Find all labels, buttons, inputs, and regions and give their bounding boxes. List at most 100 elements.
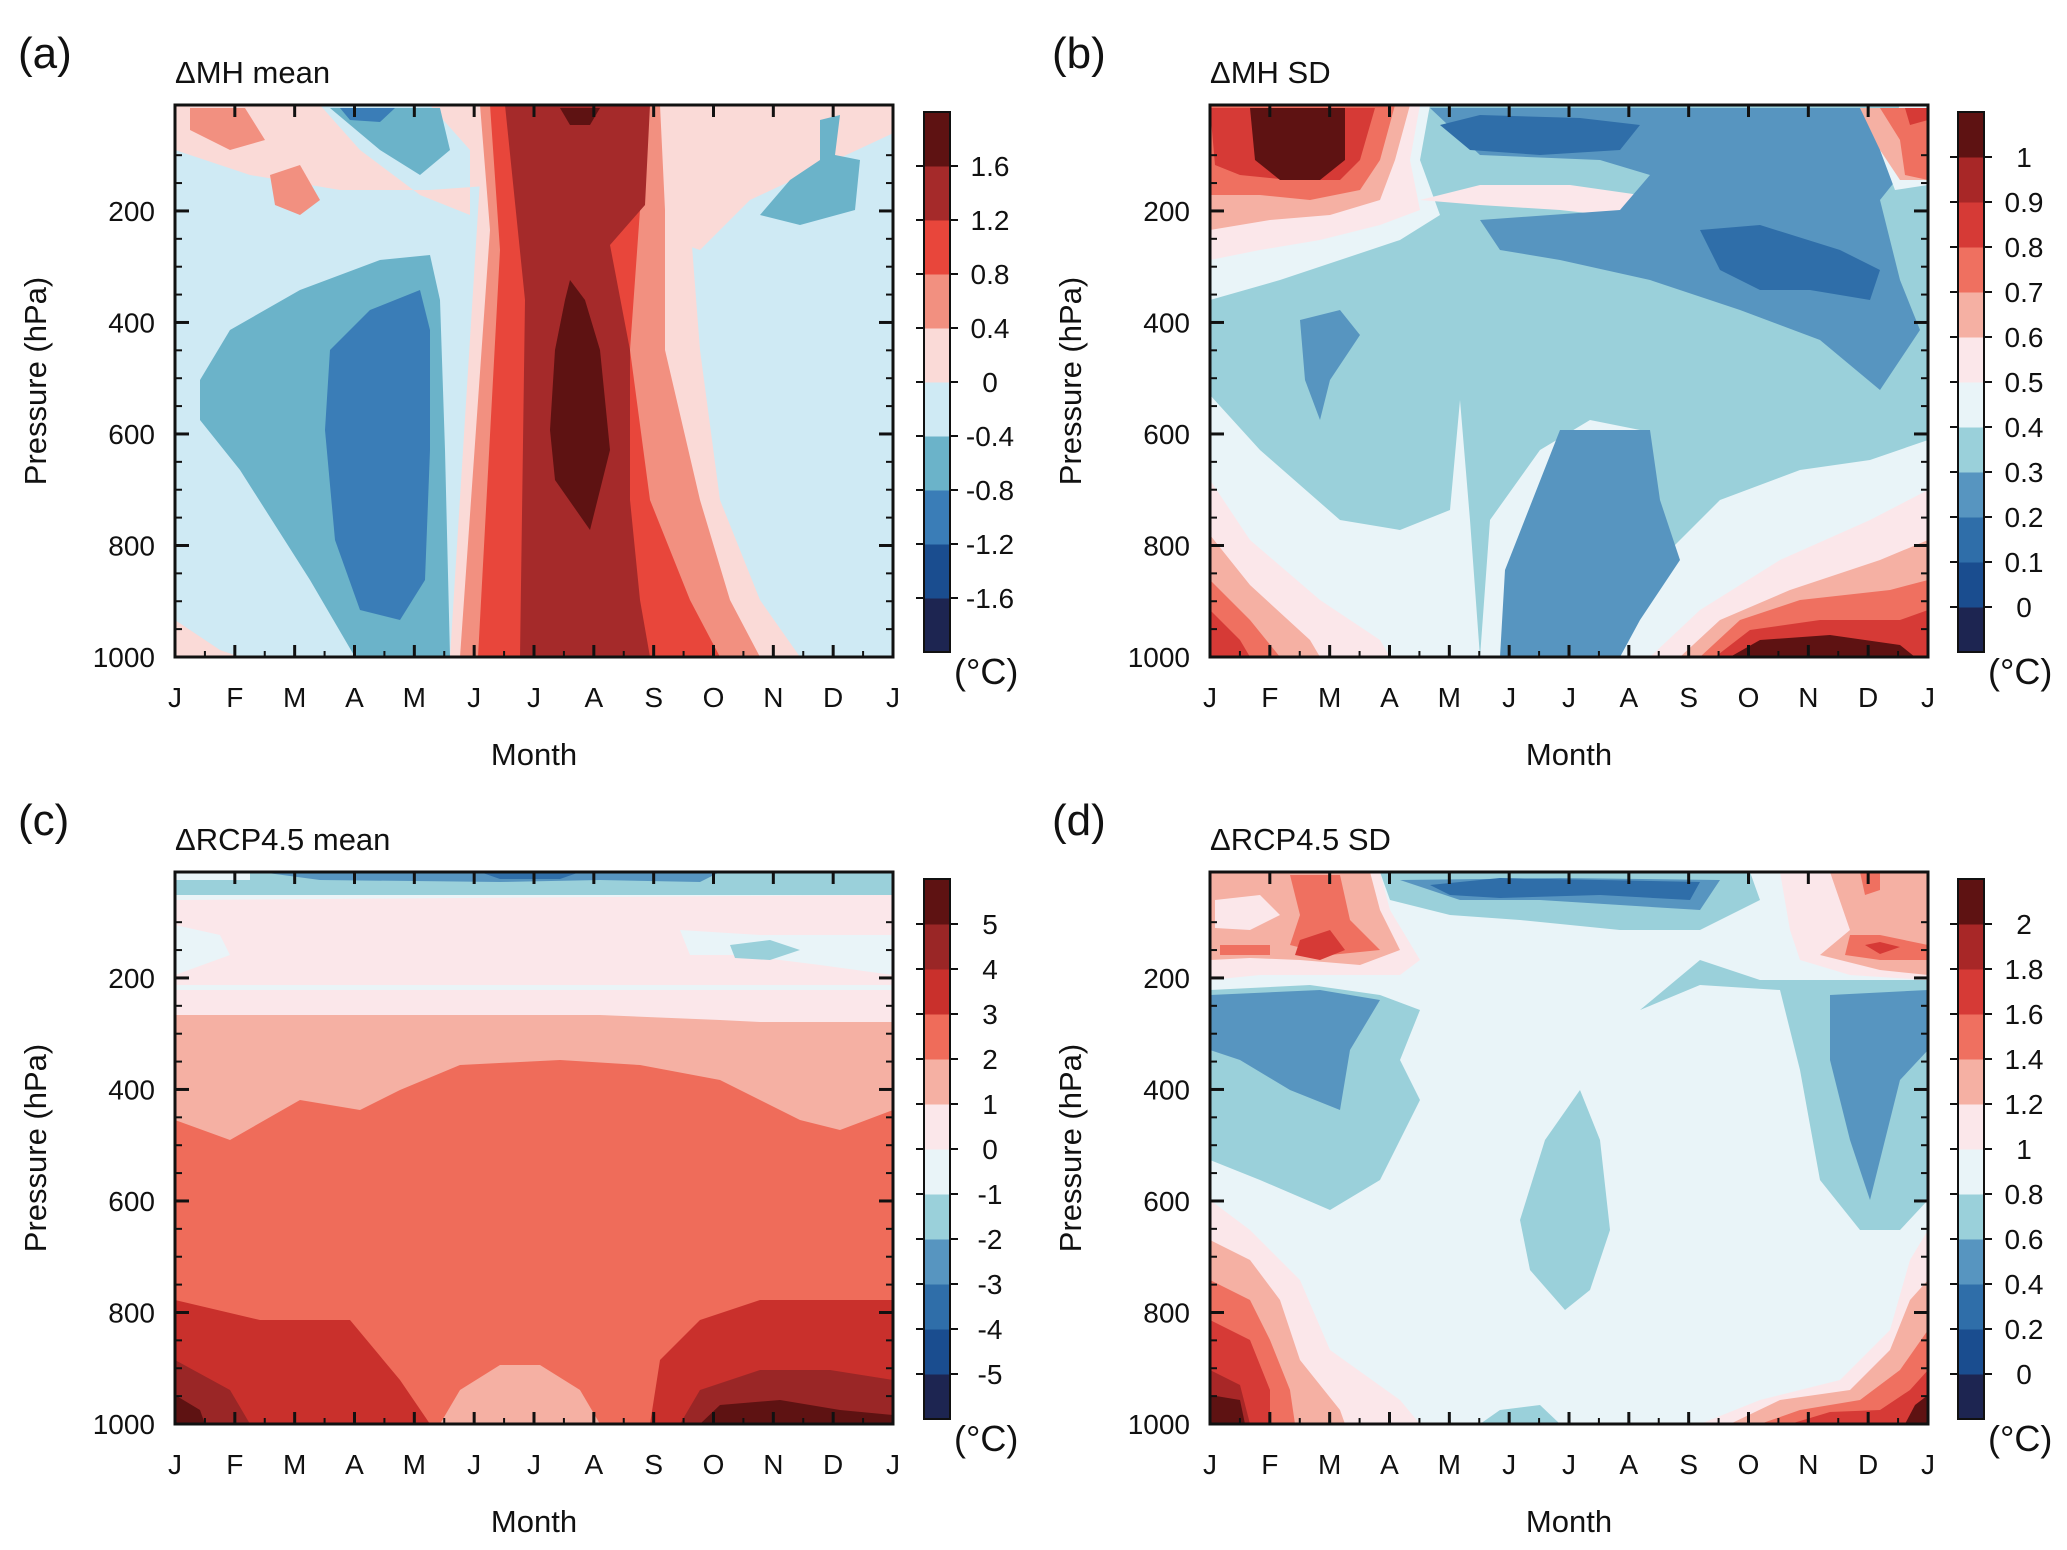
panel-c: J F M A M J J A S O N D J 200 400 600 800 1000 (c) ΔRCP4.… bbox=[18, 796, 1018, 1539]
y-tick-label-c: 800 bbox=[108, 1297, 155, 1328]
y-tick-label-d: 400 bbox=[1143, 1074, 1190, 1105]
colorbar-label-c: 4 bbox=[982, 954, 998, 985]
colorbar-swatch-b bbox=[1958, 112, 1984, 158]
x-tick-label-b: S bbox=[1679, 682, 1698, 713]
x-tick-label-b: M bbox=[1438, 682, 1461, 713]
colorbar-swatch-c bbox=[924, 879, 950, 925]
colorbar-label-b: 0.2 bbox=[2005, 502, 2044, 533]
x-tick-label-c: M bbox=[403, 1449, 426, 1480]
panel-label-a: (a) bbox=[18, 29, 72, 78]
y-tick-label-b: 1000 bbox=[1128, 642, 1190, 673]
colorbar-label-d: 1.2 bbox=[2005, 1089, 2044, 1120]
y-tick-label-a: 1000 bbox=[93, 642, 155, 673]
y-tick-label-b: 800 bbox=[1143, 530, 1190, 561]
colorbar-label-b: 0.4 bbox=[2005, 412, 2044, 443]
colorbar-label-a: -1.6 bbox=[966, 583, 1014, 614]
colorbar-label-d: 1.8 bbox=[2005, 954, 2044, 985]
y-axis-title-c: Pressure (hPa) bbox=[18, 1044, 53, 1252]
panel-title-b: ΔMH SD bbox=[1210, 55, 1331, 90]
colorbar-swatch-b bbox=[1958, 202, 1984, 248]
x-tick-label-c: O bbox=[703, 1449, 725, 1480]
colorbar-swatch-d bbox=[1958, 1329, 1984, 1375]
colorbar-unit-b: (°C) bbox=[1988, 651, 2052, 692]
colorbar-label-c: -4 bbox=[978, 1314, 1003, 1345]
colorbar-swatch-a bbox=[924, 166, 950, 221]
y-axis-title-d: Pressure (hPa) bbox=[1053, 1044, 1088, 1252]
colorbar-swatch-d bbox=[1958, 924, 1984, 970]
x-tick-label-c: S bbox=[644, 1449, 663, 1480]
x-tick-label-a: A bbox=[584, 682, 603, 713]
colorbar-label-a: 1.2 bbox=[971, 205, 1010, 236]
colorbar-label-d: 0.2 bbox=[2005, 1314, 2044, 1345]
colorbar-swatch-d bbox=[1958, 1014, 1984, 1060]
colorbar-swatch-b bbox=[1958, 382, 1984, 428]
x-axis-title-d: Month bbox=[1526, 1504, 1612, 1539]
colorbar-swatch-c bbox=[924, 1284, 950, 1330]
x-tick-label-b: J bbox=[1921, 682, 1935, 713]
colorbar-swatch-c bbox=[924, 1014, 950, 1060]
x-tick-label-a: D bbox=[823, 682, 843, 713]
colorbar-label-d: 1.6 bbox=[2005, 999, 2044, 1030]
x-tick-label-c: A bbox=[345, 1449, 364, 1480]
x-tick-label-b: D bbox=[1858, 682, 1878, 713]
y-tick-label-b: 400 bbox=[1143, 307, 1190, 338]
x-tick-label-b: N bbox=[1798, 682, 1818, 713]
colorbar-swatch-c bbox=[924, 1374, 950, 1420]
colorbar-swatch-d bbox=[1958, 1239, 1984, 1285]
colorbar-swatch-a bbox=[924, 328, 950, 383]
colorbar-label-c: -1 bbox=[978, 1179, 1003, 1210]
colorbar-swatch-a bbox=[924, 112, 950, 167]
colorbar-b: 0 0.1 0.2 0.3 0.4 0.5 0.6 0.7 0.8 0.9 1 bbox=[1950, 111, 2044, 653]
colorbar-swatch-d bbox=[1958, 1194, 1984, 1240]
colorbar-a: -1.6 -1.2 -0.8 -0.4 0 0.4 0.8 1.2 1.6 bbox=[916, 111, 1014, 653]
colorbar-swatch-b bbox=[1958, 562, 1984, 608]
x-axis-title-c: Month bbox=[491, 1504, 577, 1539]
x-tick-label-d: A bbox=[1380, 1449, 1399, 1480]
colorbar-swatch-a bbox=[924, 490, 950, 545]
colorbar-c: -5 -4 -3 -2 -1 0 1 2 3 4 5 bbox=[916, 878, 1003, 1420]
panel-label-c: (c) bbox=[18, 796, 69, 845]
x-tick-label-b: M bbox=[1318, 682, 1341, 713]
colorbar-swatch-b bbox=[1958, 607, 1984, 653]
colorbar-swatch-c bbox=[924, 1059, 950, 1105]
y-tick-label-d: 200 bbox=[1143, 963, 1190, 994]
colorbar-label-b: 0.3 bbox=[2005, 457, 2044, 488]
colorbar-label-c: 2 bbox=[982, 1044, 998, 1075]
y-tick-label-d: 600 bbox=[1143, 1186, 1190, 1217]
x-tick-label-b: J bbox=[1502, 682, 1516, 713]
colorbar-label-d: 0.4 bbox=[2005, 1269, 2044, 1300]
x-tick-label-d: F bbox=[1261, 1449, 1278, 1480]
colorbar-swatch-c bbox=[924, 969, 950, 1015]
colorbar-label-d: 1.4 bbox=[2005, 1044, 2044, 1075]
colorbar-swatch-d bbox=[1958, 879, 1984, 925]
colorbar-label-d: 0.8 bbox=[2005, 1179, 2044, 1210]
colorbar-swatch-d bbox=[1958, 1059, 1984, 1105]
y-tick-label-c: 400 bbox=[108, 1074, 155, 1105]
colorbar-swatch-d bbox=[1958, 1374, 1984, 1420]
colorbar-label-c: 5 bbox=[982, 909, 998, 940]
x-tick-label-b: J bbox=[1203, 682, 1217, 713]
colorbar-swatch-d bbox=[1958, 969, 1984, 1015]
x-tick-label-b: O bbox=[1738, 682, 1760, 713]
colorbar-label-b: 0 bbox=[2016, 592, 2032, 623]
panel-title-c: ΔRCP4.5 mean bbox=[175, 822, 390, 857]
colorbar-swatch-a bbox=[924, 274, 950, 329]
y-tick-label-c: 600 bbox=[108, 1186, 155, 1217]
colorbar-swatch-b bbox=[1958, 247, 1984, 293]
x-tick-label-c: N bbox=[763, 1449, 783, 1480]
x-tick-label-d: J bbox=[1921, 1449, 1935, 1480]
panel-label-d: (d) bbox=[1052, 796, 1106, 845]
colorbar-swatch-c bbox=[924, 1104, 950, 1150]
axes-d: J F M A M J J A S O N D J 200 400 600 800 1000 bbox=[1128, 872, 1935, 1480]
y-tick-label-c: 1000 bbox=[93, 1409, 155, 1440]
x-tick-label-b: A bbox=[1619, 682, 1638, 713]
colorbar-swatch-d bbox=[1958, 1104, 1984, 1150]
colorbar-swatch-d bbox=[1958, 1149, 1984, 1195]
axes-a: J F M A M J J A S O N D J 200 400 600 800 1000 bbox=[93, 105, 900, 713]
x-tick-label-a: F bbox=[226, 682, 243, 713]
colorbar-label-d: 1 bbox=[2016, 1134, 2032, 1165]
x-tick-label-d: A bbox=[1619, 1449, 1638, 1480]
x-tick-label-d: O bbox=[1738, 1449, 1760, 1480]
heatmap-field-c bbox=[175, 872, 893, 1424]
